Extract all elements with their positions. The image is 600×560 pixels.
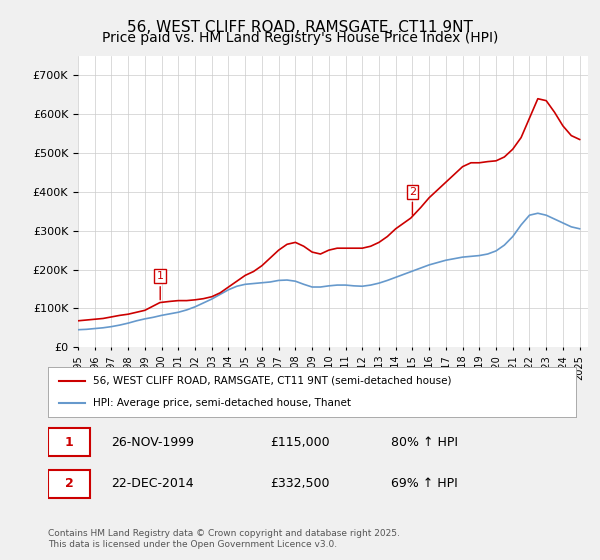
Text: 1: 1: [65, 436, 73, 449]
Text: 2: 2: [65, 477, 73, 491]
Text: Price paid vs. HM Land Registry's House Price Index (HPI): Price paid vs. HM Land Registry's House …: [102, 31, 498, 45]
Text: £115,000: £115,000: [270, 436, 329, 449]
Text: 80% ↑ HPI: 80% ↑ HPI: [391, 436, 458, 449]
FancyBboxPatch shape: [48, 470, 90, 498]
Text: 56, WEST CLIFF ROAD, RAMSGATE, CT11 9NT: 56, WEST CLIFF ROAD, RAMSGATE, CT11 9NT: [127, 20, 473, 35]
Text: 2: 2: [409, 186, 416, 216]
Text: 22-DEC-2014: 22-DEC-2014: [112, 477, 194, 491]
Text: £332,500: £332,500: [270, 477, 329, 491]
Text: HPI: Average price, semi-detached house, Thanet: HPI: Average price, semi-detached house,…: [93, 398, 351, 408]
Text: 26-NOV-1999: 26-NOV-1999: [112, 436, 194, 449]
Text: Contains HM Land Registry data © Crown copyright and database right 2025.
This d: Contains HM Land Registry data © Crown c…: [48, 529, 400, 549]
Text: 1: 1: [157, 271, 164, 300]
FancyBboxPatch shape: [48, 428, 90, 456]
Text: 69% ↑ HPI: 69% ↑ HPI: [391, 477, 458, 491]
Text: 56, WEST CLIFF ROAD, RAMSGATE, CT11 9NT (semi-detached house): 56, WEST CLIFF ROAD, RAMSGATE, CT11 9NT …: [93, 376, 451, 386]
